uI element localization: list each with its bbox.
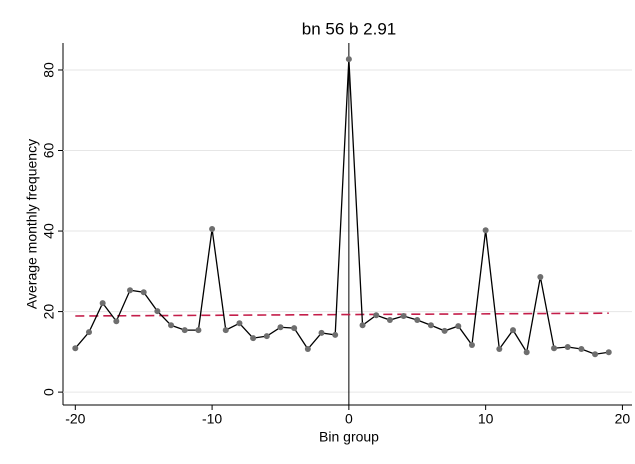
data-point [168,322,175,329]
data-point [345,56,352,63]
data-point [140,289,147,296]
data-point [222,327,229,334]
x-tick-label: -20 [65,411,85,427]
x-tick-label: 10 [478,411,494,427]
data-point [482,227,489,234]
data-point [537,273,544,280]
data-point [291,325,298,332]
data-point [195,327,202,334]
data-point [414,317,421,324]
data-point [523,349,530,356]
data-point [277,324,284,331]
data-point [181,327,188,334]
fit-line [75,312,609,317]
y-tick-label: 20 [41,304,57,320]
data-point [127,287,134,294]
data-line [74,59,609,355]
data-point [427,322,434,329]
data-point [373,312,380,319]
data-point [250,335,257,342]
data-point [441,327,448,334]
data-point [386,317,393,324]
y-tick-label: 60 [41,143,57,159]
data-point [592,351,599,358]
data-point [564,344,571,351]
data-point [496,346,503,353]
data-point [455,323,462,330]
data-point [209,226,216,233]
y-axis-title: Average monthly frequency [24,139,40,309]
y-tick-label: 0 [41,388,57,396]
data-point [304,346,311,353]
data-point [85,329,92,336]
data-point [400,313,407,320]
data-point [154,308,161,315]
data-point [468,342,475,349]
x-axis-title: Bin group [319,429,379,445]
x-tick-label: 20 [615,411,631,427]
chart-title: bn 56 b 2.91 [302,19,397,38]
y-tick-label: 40 [41,223,57,239]
data-point [578,346,585,353]
data-point [551,345,558,352]
data-point [318,329,325,336]
data-point [236,320,243,327]
data-point [332,331,339,338]
x-tick-label: 0 [345,411,353,427]
data-point [263,333,270,340]
data-point [99,300,106,307]
data-point [72,345,79,352]
data-point [605,349,612,356]
x-tick-label: -10 [202,411,222,427]
data-point [510,327,517,334]
data-point [359,322,366,329]
data-point [113,318,120,325]
y-tick-label: 80 [41,62,57,78]
